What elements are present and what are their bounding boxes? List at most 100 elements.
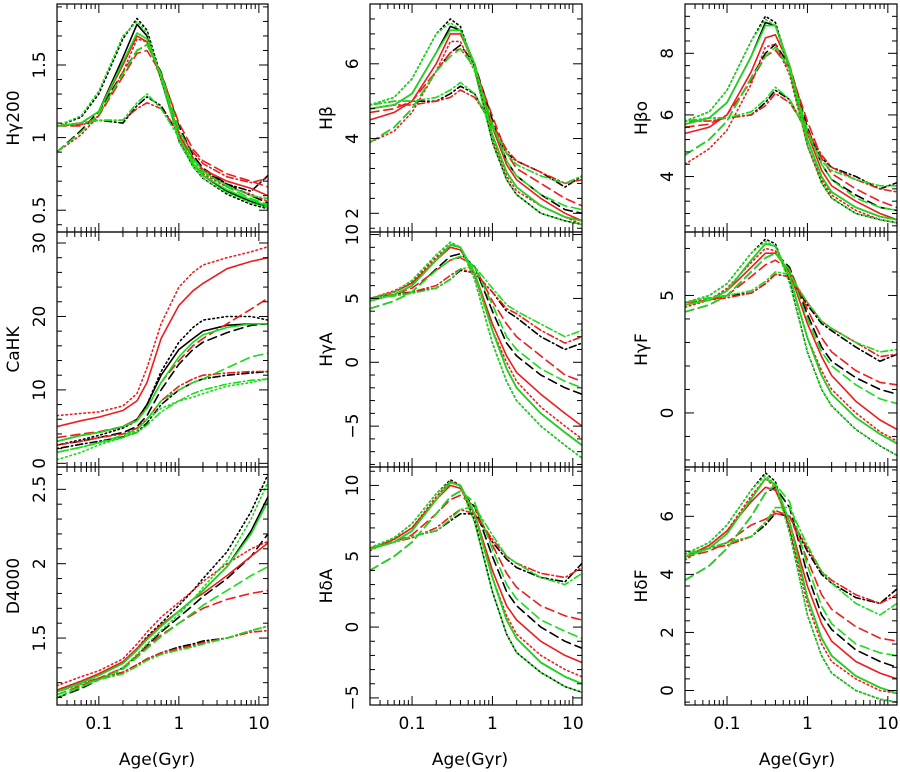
panel-5: −5 0 5 10 HγA [317,224,583,468]
y-tick-label: 2 [343,208,363,219]
series-black-dotdash [57,370,268,450]
series-red-solid [685,33,897,221]
series-green-dotted [57,20,268,209]
series-green-dotdash [57,625,268,693]
series-green-solid [57,500,268,693]
series-green-solid [370,244,582,447]
series-green-dotdash [370,265,582,338]
y-axis-label: Hγ200 [4,90,24,145]
series-red-solid [57,35,268,197]
series-red-dashed [57,297,268,439]
series-black-dotdash [370,512,582,583]
series-green-solid [685,24,897,221]
x-tick-label: 10 [248,714,270,734]
y-tick-label: 0.5 [30,197,50,224]
series-red-solid [57,256,268,428]
series-red-dotdash [57,102,268,184]
series-black-dotted [370,18,582,226]
series-green-solid [57,322,268,443]
series-green-dashed [370,255,582,389]
series-green-dashed [685,483,897,657]
panel-8: 0.1 1 10 −5 0 5 10 HδA [317,466,584,734]
series-green-dotted [57,481,268,699]
x-tick-label: 0.1 [399,714,426,734]
plot-frame [369,3,583,233]
y-tick-label: 5 [343,551,363,562]
series-red-dotted [57,38,268,203]
series-green-dotted [370,21,582,226]
series-green-solid [370,481,582,685]
x-tick-label: 1 [487,714,498,734]
curves [370,241,582,459]
series-green-dotdash [685,271,897,353]
series-green-solid [685,243,897,445]
curves [57,245,268,461]
series-red-dotted [57,540,268,687]
plot-frame [56,466,269,706]
y-tick-label: 10 [30,379,50,401]
series-red-dashed [370,494,582,621]
x-tick-label: 10 [562,714,584,734]
y-tick-label: 2.5 [30,476,50,503]
plot-frame [56,231,269,468]
series-green-solid [57,32,268,207]
x-tick-label: 0.1 [85,714,112,734]
y-axis-label: Hβ [317,106,337,130]
y-axis-label: HγF [632,333,652,366]
y-axis-label: HδA [317,568,337,603]
series-green-dotdash [370,81,582,185]
curves [370,18,582,226]
series-green-dotdash [685,86,897,187]
series-black-dotted [57,315,268,446]
y-tick-label: 6 [658,511,678,522]
series-red-dotted [685,477,897,695]
plot-frame [684,466,898,706]
y-axis-label: HγA [317,332,337,367]
x-axis-label: Age(Gyr) [432,750,508,770]
series-red-dotdash [370,89,582,185]
y-tick-label: 8 [658,48,678,59]
series-black-dotted [57,473,268,691]
y-tick-label: 4 [658,171,678,182]
series-black-dashed [57,322,268,446]
curves [370,478,582,694]
y-axis-label: CaHK [4,326,24,373]
y-tick-label: 2 [30,558,50,569]
series-green-dashed [57,43,268,206]
x-tick-label: 10 [877,714,899,734]
y-tick-label: 0 [343,357,363,368]
panel-9: 0.1 1 10 0 2 4 6 HδF [632,466,899,734]
y-axis-label: D4000 [4,558,24,614]
panel-7: 0.1 1 10 1.5 2 2.5 D4000 [4,466,270,734]
curves [685,15,897,224]
x-axis-label: Age(Gyr) [759,750,835,770]
y-tick-label: 0 [343,622,363,633]
x-tick-label: 0.1 [714,714,741,734]
curves [57,17,268,210]
series-green-solid [685,477,897,695]
series-green-dotted [370,480,582,694]
panel-1: 0.5 1 1.5 Hγ200 [4,3,269,233]
series-green-dotted [370,241,582,459]
x-tick-label: 1 [173,714,184,734]
y-tick-label: −5 [343,414,363,439]
curves [57,473,268,699]
y-tick-label: 0 [658,408,678,419]
y-tick-label: 5 [343,293,363,304]
panel-2: 2 4 6 Hβ [317,3,583,233]
plot-frame [369,231,583,468]
series-green-dotted [685,240,897,457]
series-red-solid [57,542,268,691]
series-green-dotdash [685,506,897,616]
series-black-dashed [685,486,897,669]
plot-frame [369,466,583,706]
y-tick-label: 0 [658,685,678,696]
series-green-dashed [685,46,897,212]
plot-frame [684,231,898,468]
y-tick-label: 20 [30,306,50,328]
y-tick-label: 10 [343,475,363,497]
curves [685,238,897,457]
y-tick-label: 6 [343,58,363,69]
panel-6: 0 5 HγF [632,231,898,468]
